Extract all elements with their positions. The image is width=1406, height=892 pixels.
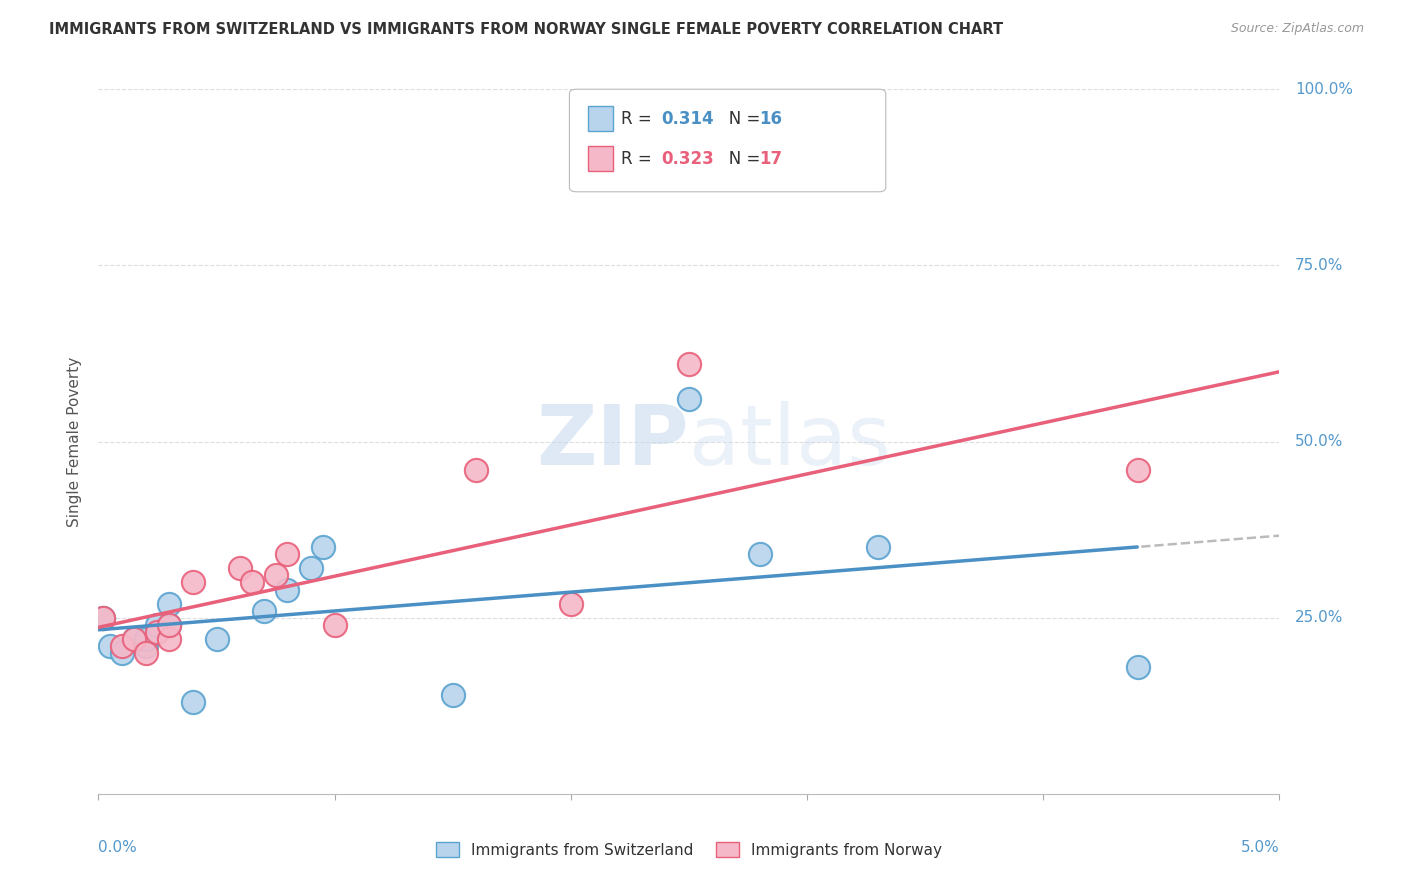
Text: 50.0%: 50.0% [1295, 434, 1343, 449]
Point [135, 639, 157, 653]
Text: 17: 17 [759, 150, 782, 168]
Text: 0.323: 0.323 [661, 150, 714, 168]
Point [157, 617, 180, 632]
Point [312, 541, 335, 555]
Point [146, 624, 169, 639]
Point [1126, 660, 1149, 674]
Text: 0.314: 0.314 [661, 110, 713, 128]
Point [91, 610, 114, 624]
Text: Source: ZipAtlas.com: Source: ZipAtlas.com [1230, 22, 1364, 36]
Point [146, 617, 169, 632]
Y-axis label: Single Female Poverty: Single Female Poverty [67, 357, 83, 526]
Point [229, 561, 252, 575]
Point [276, 582, 298, 597]
Point [678, 392, 700, 407]
Point [264, 568, 287, 582]
Point [91, 610, 114, 624]
Text: 25.0%: 25.0% [1295, 610, 1343, 625]
Point [1126, 463, 1149, 477]
Point [111, 639, 134, 653]
Point [181, 575, 204, 590]
Text: 100.0%: 100.0% [1295, 82, 1353, 96]
Point [323, 617, 346, 632]
Point [122, 632, 145, 646]
Text: 75.0%: 75.0% [1295, 258, 1343, 273]
Text: 16: 16 [759, 110, 782, 128]
Legend: Immigrants from Switzerland, Immigrants from Norway: Immigrants from Switzerland, Immigrants … [430, 836, 948, 863]
Point [240, 575, 263, 590]
Text: N =: N = [713, 110, 765, 128]
Point [276, 547, 298, 561]
Point [866, 541, 889, 555]
Point [441, 688, 464, 702]
Point [157, 617, 180, 632]
Text: IMMIGRANTS FROM SWITZERLAND VS IMMIGRANTS FROM NORWAY SINGLE FEMALE POVERTY CORR: IMMIGRANTS FROM SWITZERLAND VS IMMIGRANT… [49, 22, 1004, 37]
Text: ZIP: ZIP [537, 401, 689, 482]
Text: R =: R = [621, 150, 658, 168]
Point [111, 646, 134, 660]
Point [157, 632, 180, 646]
Point [299, 561, 322, 575]
Point [253, 604, 276, 618]
Text: N =: N = [713, 150, 765, 168]
Point [181, 695, 204, 709]
Point [135, 632, 157, 646]
Text: 5.0%: 5.0% [1240, 839, 1279, 855]
Text: atlas: atlas [689, 401, 890, 482]
Point [122, 632, 145, 646]
Point [205, 632, 228, 646]
Point [678, 357, 700, 371]
Point [748, 547, 770, 561]
Point [135, 646, 157, 660]
Point [560, 597, 582, 611]
Point [465, 463, 488, 477]
Point [98, 639, 121, 653]
Text: R =: R = [621, 110, 658, 128]
Text: 0.0%: 0.0% [98, 839, 138, 855]
Point [157, 597, 180, 611]
